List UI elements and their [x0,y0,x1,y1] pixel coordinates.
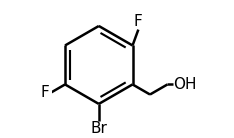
Text: F: F [134,14,143,29]
Text: Br: Br [90,121,107,136]
Text: OH: OH [173,77,196,92]
Text: F: F [40,85,49,100]
